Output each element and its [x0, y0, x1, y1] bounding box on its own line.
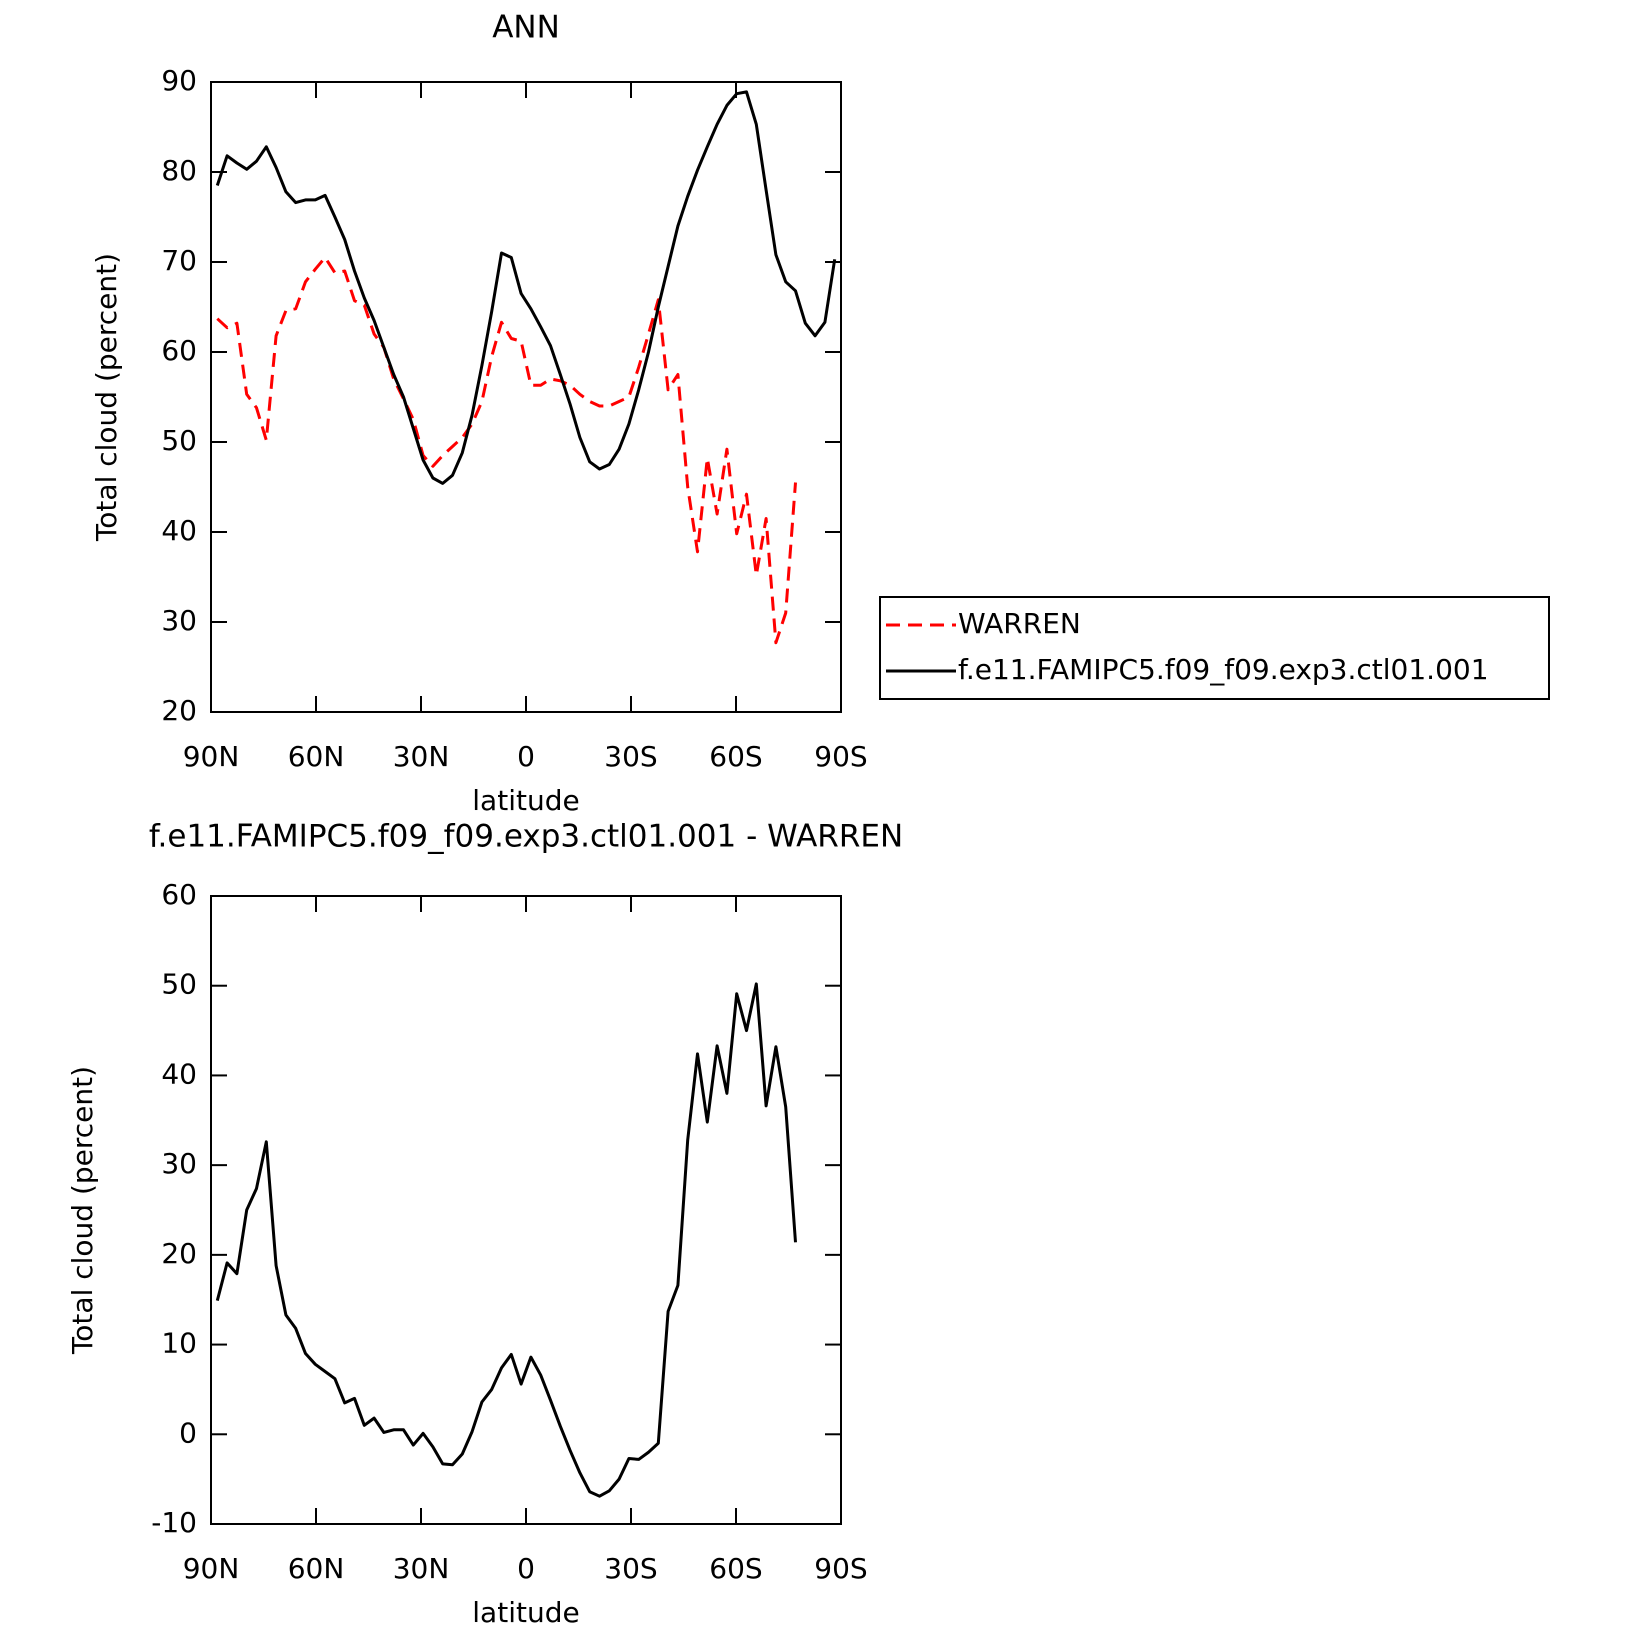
y-axis-label: Total cloud (percent)	[66, 1066, 99, 1355]
y-tick-label: 60	[161, 334, 197, 367]
x-tick-label: 60S	[709, 740, 762, 773]
legend-box	[879, 596, 1550, 700]
x-tick-label: 30N	[393, 740, 450, 773]
x-axis-label: latitude	[472, 784, 579, 817]
series-line	[215, 982, 797, 1498]
x-tick-label: 0	[517, 1552, 535, 1585]
x-tick-label: 30S	[604, 740, 657, 773]
y-tick-label: 40	[161, 514, 197, 547]
x-tick-label: 90S	[814, 1552, 867, 1585]
y-tick-label: 10	[161, 1327, 197, 1360]
x-tick-label: 0	[517, 740, 535, 773]
y-tick-label: 90	[161, 64, 197, 97]
legend-label: f.e11.FAMIPC5.f09_f09.exp3.ctl01.001	[958, 653, 1489, 686]
chart-title: f.e11.FAMIPC5.f09_f09.exp3.ctl01.001 - W…	[149, 819, 903, 855]
y-tick-label: 20	[161, 694, 197, 727]
x-tick-label: 60N	[288, 740, 345, 773]
y-axis-label: Total cloud (percent)	[90, 253, 123, 542]
x-axis-label: latitude	[472, 1596, 579, 1629]
y-tick-label: 60	[161, 878, 197, 911]
y-tick-label: 40	[161, 1057, 197, 1090]
y-tick-label: 50	[161, 968, 197, 1001]
legend-label: WARREN	[958, 607, 1081, 640]
x-tick-label: 60N	[288, 1552, 345, 1585]
y-tick-label: 80	[161, 154, 197, 187]
y-tick-label: -10	[151, 1506, 197, 1539]
chart-title: ANN	[492, 10, 560, 46]
x-tick-label: 60S	[709, 1552, 762, 1585]
plot-frame	[210, 895, 842, 1525]
y-tick-label: 50	[161, 424, 197, 457]
y-tick-label: 70	[161, 244, 197, 277]
x-tick-label: 30N	[393, 1552, 450, 1585]
x-tick-label: 90N	[183, 1552, 240, 1585]
y-tick-label: 0	[179, 1416, 197, 1449]
series-line	[215, 90, 837, 485]
x-tick-label: 90N	[183, 740, 240, 773]
plot-frame	[210, 81, 842, 713]
x-tick-label: 30S	[604, 1552, 657, 1585]
x-tick-label: 90S	[814, 740, 867, 773]
y-tick-label: 30	[161, 1147, 197, 1180]
y-tick-label: 20	[161, 1237, 197, 1270]
y-tick-label: 30	[161, 604, 197, 637]
series-line	[216, 256, 797, 645]
